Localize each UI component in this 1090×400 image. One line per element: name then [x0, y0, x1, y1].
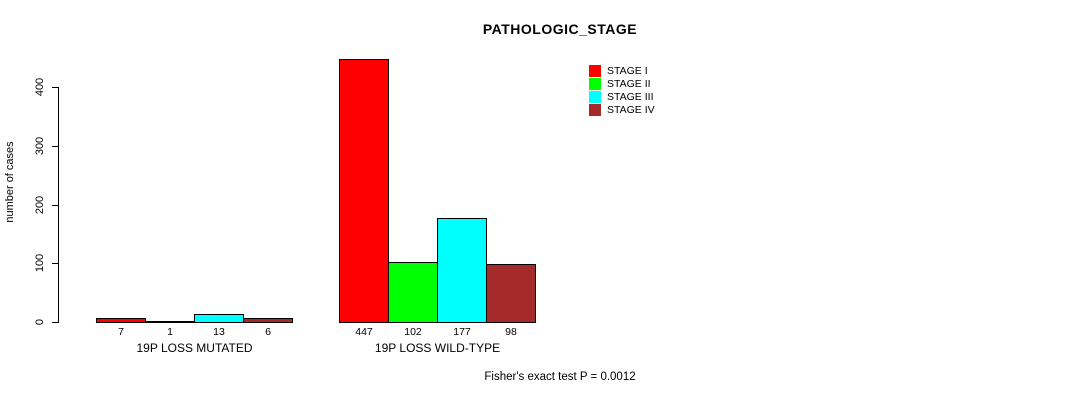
- bar-stage-i-19p-loss-mutated: [96, 318, 146, 323]
- legend-label: STAGE III: [607, 90, 654, 103]
- bar-value-label: 102: [404, 326, 422, 338]
- legend: STAGE I STAGE II STAGE III STAGE IV: [589, 64, 655, 116]
- legend-item: STAGE IV: [589, 103, 655, 116]
- bar-value-label: 98: [505, 326, 517, 338]
- bar-stage-iii-19p-loss-wild-type: [437, 218, 487, 323]
- y-axis-title: number of cases: [4, 141, 16, 223]
- y-axis-tick-label: 200: [34, 195, 46, 215]
- bar-value-label: 6: [265, 326, 271, 338]
- y-axis-tick-label: 400: [34, 77, 46, 97]
- legend-item: STAGE II: [589, 77, 655, 90]
- y-axis-tick-label: 0: [34, 318, 46, 326]
- bar-value-label: 177: [453, 326, 471, 338]
- legend-label: STAGE II: [607, 77, 651, 90]
- bar-stage-iii-19p-loss-mutated: [194, 314, 244, 323]
- legend-item: STAGE III: [589, 90, 655, 103]
- stat-annotation: Fisher's exact test P = 0.0012: [484, 371, 636, 383]
- legend-swatch-stage-iv: [589, 103, 601, 116]
- bar-stage-iv-19p-loss-mutated: [243, 318, 293, 323]
- bar-value-label: 7: [118, 326, 124, 338]
- bar-stage-ii-19p-loss-mutated: [145, 321, 195, 323]
- legend-label: STAGE IV: [607, 103, 655, 116]
- bar-stage-i-19p-loss-wild-type: [339, 59, 389, 323]
- category-label: 19P LOSS WILD-TYPE: [374, 341, 501, 355]
- bar-stage-ii-19p-loss-wild-type: [388, 262, 438, 323]
- y-axis-line: [58, 87, 59, 323]
- y-axis-tick: [52, 205, 58, 206]
- legend-swatch-stage-iii: [589, 90, 601, 103]
- legend-swatch-stage-i: [589, 64, 601, 77]
- bar-value-label: 13: [213, 326, 225, 338]
- y-axis-tick-label: 100: [34, 253, 46, 273]
- chart-title: PATHOLOGIC_STAGE: [482, 21, 638, 37]
- y-axis-tick: [52, 322, 58, 323]
- bar-value-label: 447: [355, 326, 373, 338]
- legend-item: STAGE I: [589, 64, 655, 77]
- bar-value-label: 1: [167, 326, 173, 338]
- y-axis-tick: [52, 87, 58, 88]
- legend-swatch-stage-ii: [589, 77, 601, 90]
- y-axis-tick-label: 300: [34, 136, 46, 156]
- legend-label: STAGE I: [607, 64, 648, 77]
- bar-stage-iv-19p-loss-wild-type: [486, 264, 536, 323]
- y-axis-tick: [52, 146, 58, 147]
- category-label: 19P LOSS MUTATED: [136, 341, 253, 355]
- y-axis-tick: [52, 263, 58, 264]
